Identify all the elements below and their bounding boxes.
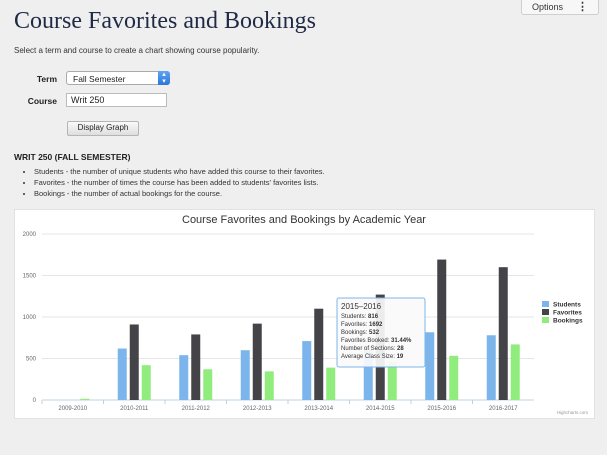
term-select[interactable]: Fall Semester ▴ ▾ (66, 71, 170, 85)
x-tick-label: 2014-2015 (366, 406, 395, 412)
bar-chart: Course Favorites and Bookings by Academi… (23, 214, 589, 415)
x-tick-label: 2012-2013 (243, 406, 272, 412)
y-tick-label: 1000 (23, 315, 37, 321)
legend-swatch-students[interactable] (542, 301, 549, 307)
tooltip-row: Favorites Booked: 31.44% (341, 338, 412, 344)
chart-credit[interactable]: Highcharts.com (557, 410, 589, 415)
y-tick-label: 0 (33, 398, 37, 404)
tooltip-title: 2015–2016 (341, 302, 382, 311)
options-label: Options (532, 2, 564, 12)
chart-title: Course Favorites and Bookings by Academi… (182, 214, 426, 226)
tooltip-row: Favorites: 1692 (341, 322, 383, 328)
bar-bookings-2013-2014[interactable] (326, 367, 336, 400)
kebab-menu-icon: ⋮ (577, 1, 588, 13)
x-tick-label: 2009-2010 (58, 406, 87, 412)
definition-students: Students - the number of unique students… (34, 168, 325, 176)
bar-students-2015-2016[interactable] (425, 332, 435, 400)
definitions-list: Students - the number of unique students… (24, 168, 325, 201)
tooltip-row: Average Class Size: 19 (341, 354, 404, 360)
definition-bookings: Bookings - the number of actual bookings… (34, 190, 325, 198)
legend-swatch-favorites[interactable] (542, 309, 549, 315)
course-input[interactable]: Writ 250 (66, 93, 167, 107)
x-tick-label: 2013-2014 (304, 406, 333, 412)
display-graph-button[interactable]: Display Graph (67, 121, 139, 136)
bar-bookings-2011-2012[interactable] (203, 369, 213, 400)
bar-bookings-2015-2016[interactable] (449, 355, 459, 400)
y-tick-label: 1500 (23, 274, 37, 280)
bar-students-2016-2017[interactable] (486, 335, 496, 400)
legend-swatch-bookings[interactable] (542, 317, 549, 323)
bar-students-2011-2012[interactable] (179, 355, 189, 400)
bar-favorites-2015-2016[interactable] (437, 259, 447, 400)
bar-favorites-2013-2014[interactable] (314, 308, 324, 400)
bar-favorites-2016-2017[interactable] (498, 267, 508, 400)
bar-favorites-2011-2012[interactable] (191, 334, 201, 400)
bar-students-2013-2014[interactable] (302, 341, 312, 400)
y-tick-label: 2000 (23, 232, 37, 238)
x-tick-label: 2016-2017 (489, 406, 518, 412)
section-title: WRIT 250 (FALL SEMESTER) (14, 152, 131, 162)
bar-students-2010-2011[interactable] (117, 348, 127, 400)
course-label: Course (27, 96, 57, 106)
page-title: Course Favorites and Bookings (14, 8, 316, 34)
x-tick-label: 2015-2016 (427, 406, 456, 412)
bar-bookings-2016-2017[interactable] (510, 344, 520, 400)
y-tick-label: 500 (26, 357, 37, 363)
bar-students-2012-2013[interactable] (240, 350, 250, 400)
intro-text: Select a term and course to create a cha… (14, 46, 260, 55)
legend-item-students[interactable]: Students (553, 302, 581, 309)
definition-favorites: Favorites - the number of times the cour… (34, 179, 325, 187)
legend-item-bookings[interactable]: Bookings (553, 318, 583, 325)
term-select-value: Fall Semester (73, 74, 126, 84)
tooltip-row: Students: 816 (341, 314, 379, 320)
x-tick-label: 2011-2012 (182, 406, 211, 412)
bar-students-2014-2015[interactable] (363, 346, 373, 400)
select-arrows-icon: ▴ ▾ (158, 71, 170, 85)
options-button[interactable]: Options ⋮ (521, 0, 599, 15)
bar-bookings-2010-2011[interactable] (141, 365, 151, 400)
chart-container: Course Favorites and Bookings by Academi… (14, 209, 595, 419)
bar-favorites-2012-2013[interactable] (252, 323, 262, 400)
x-tick-label: 2010-2011 (120, 406, 149, 412)
tooltip-box (336, 297, 426, 368)
bar-bookings-2012-2013[interactable] (264, 371, 274, 400)
bar-favorites-2010-2011[interactable] (129, 324, 139, 400)
tooltip-row: Number of Sections: 28 (341, 346, 404, 352)
bar-bookings-2014-2015[interactable] (387, 361, 397, 400)
bar-bookings-2009-2010[interactable] (80, 398, 90, 400)
tooltip-row: Bookings: 532 (341, 330, 380, 336)
term-label: Term (36, 74, 57, 84)
legend-item-favorites[interactable]: Favorites (553, 310, 582, 317)
